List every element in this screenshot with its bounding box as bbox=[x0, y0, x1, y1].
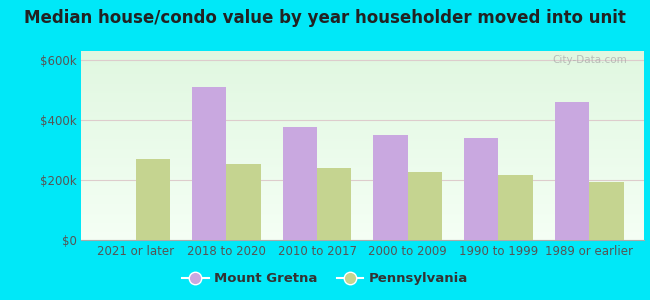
Bar bbox=[554, 102, 589, 240]
Bar bbox=[499, 175, 533, 240]
Bar bbox=[408, 172, 442, 240]
Bar bbox=[283, 128, 317, 240]
Bar bbox=[136, 159, 170, 240]
Text: City-Data.com: City-Data.com bbox=[552, 55, 627, 65]
Bar bbox=[317, 168, 352, 240]
Text: Median house/condo value by year householder moved into unit: Median house/condo value by year househo… bbox=[24, 9, 626, 27]
Bar bbox=[373, 135, 408, 240]
Legend: Mount Gretna, Pennsylvania: Mount Gretna, Pennsylvania bbox=[177, 267, 473, 290]
Bar bbox=[192, 87, 226, 240]
Bar bbox=[589, 182, 623, 240]
Bar bbox=[464, 138, 499, 240]
Bar bbox=[226, 164, 261, 240]
